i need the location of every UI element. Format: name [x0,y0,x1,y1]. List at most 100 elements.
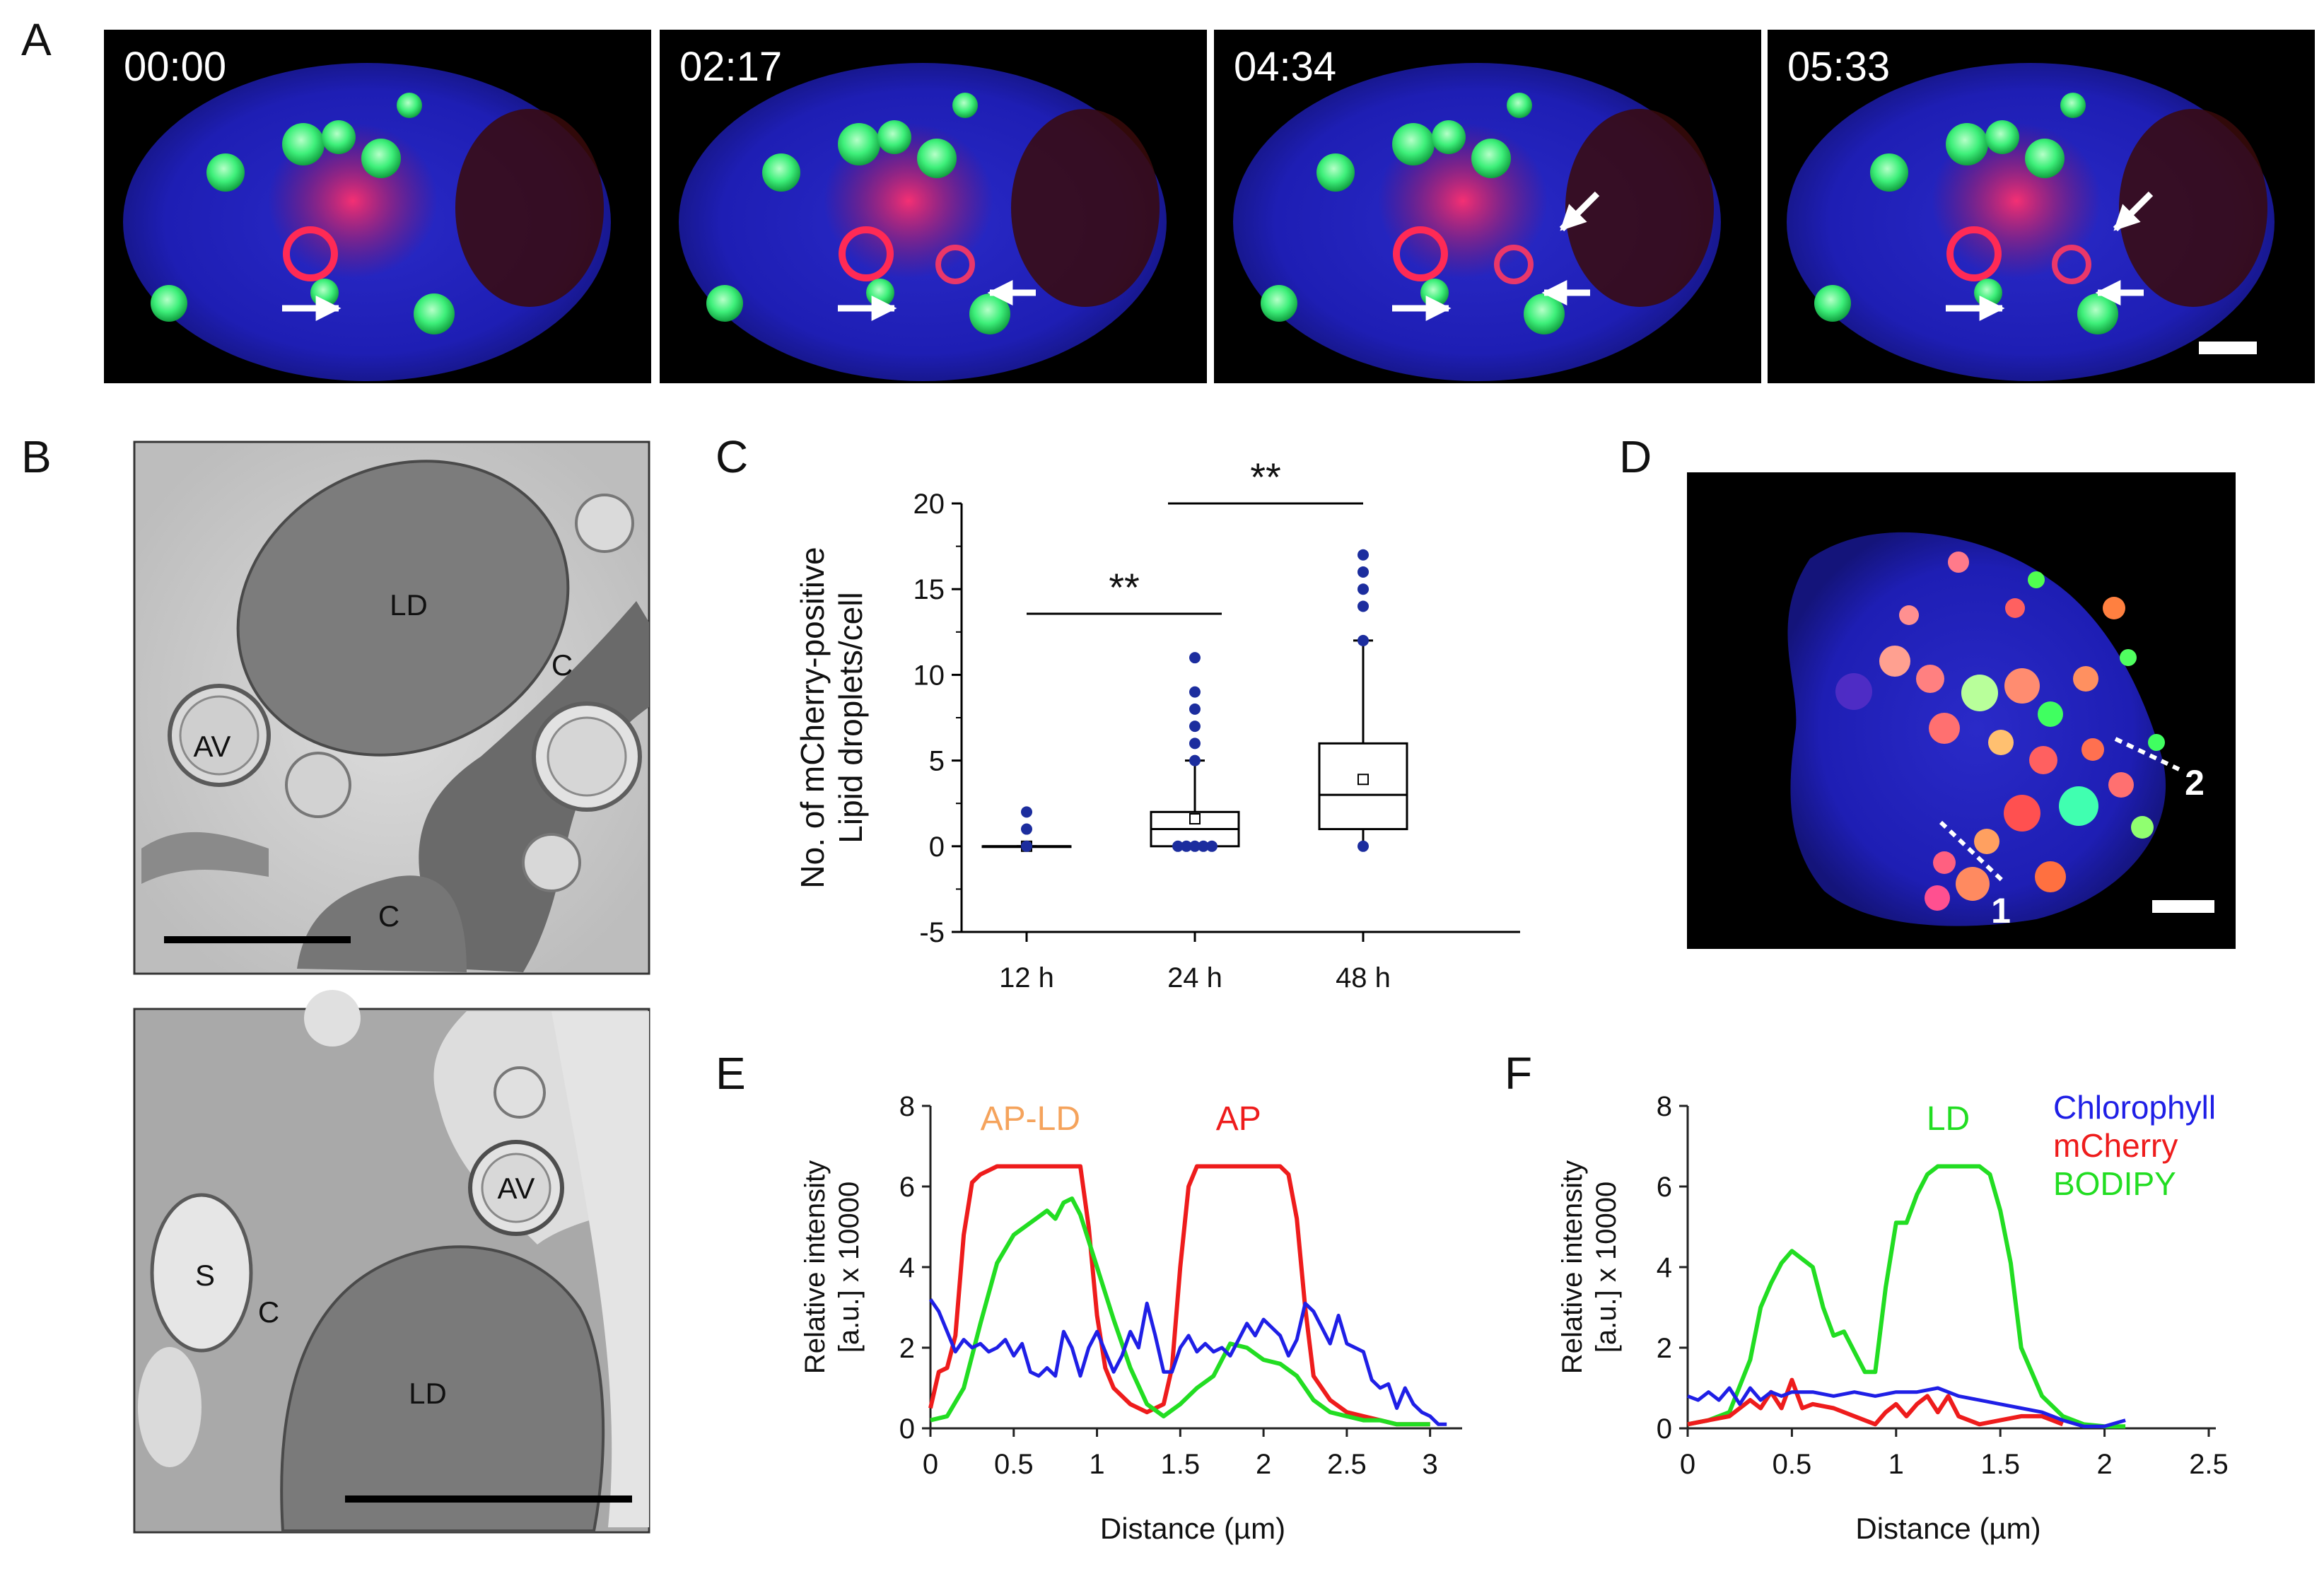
series-line-green [1687,1164,2126,1429]
outlier-point [1021,840,1032,852]
outlier-point [1357,566,1369,578]
autophagosome-ring-2 [1494,245,1534,284]
significance-label: ** [1109,565,1140,610]
line-profile-1 [1939,820,2007,885]
y-tick-label: 4 [1657,1252,1672,1283]
outlier-point [1021,823,1032,835]
outlier-point [1189,652,1201,664]
outlier-point [1206,840,1218,852]
frame-timestamp: 02:17 [679,44,782,90]
lipid-droplet [1814,285,1851,322]
y-axis-label-line2: [a.u.] x 10000 [1591,1182,1622,1353]
annotation-label: LD [1927,1100,1970,1138]
legend-entry: Chlorophyll [2053,1089,2216,1126]
outlier-point [1357,840,1369,852]
lipid-droplet [414,293,455,334]
autophagosome-ring [283,226,338,281]
lipid-droplet [838,123,880,165]
outlier-point [1198,840,1209,852]
chart-e-line-profile: 0 2 4 6 8 0 0.5 1 1.5 2 2.5 3 Distance (µm) Relative … [800,1091,1462,1545]
lipid-droplet [877,120,911,154]
em-bottom-label-av: AV [498,1172,535,1205]
y-tick-label: 6 [1657,1172,1672,1203]
y-tick-label: 5 [929,746,945,777]
lipid-droplet [1974,279,2002,307]
outlier-point [1189,754,1201,766]
lipid-droplet [1985,120,2019,154]
outlier-point [1357,600,1369,612]
arrow-indicator [2113,191,2154,232]
y-tick-label: 10 [913,660,945,691]
x-tick-label: 1.5 [1161,1449,1201,1480]
frame-timestamp: 00:00 [124,44,226,90]
significance-label: ** [1250,455,1281,499]
lipid-droplet [706,285,743,322]
x-tick-label: 0 [923,1449,938,1480]
lipid-droplet [310,279,339,307]
series-line-blue [1687,1386,2126,1428]
y-tick-label: 8 [899,1091,915,1122]
lipid-droplet [1316,153,1355,192]
frame-timestamp: 04:34 [1234,44,1336,90]
box-24h [1150,652,1240,852]
autophagosome-ring [1946,226,2002,281]
outlier-point [1189,686,1201,698]
outlier-point [1357,583,1369,595]
autophagosome-ring [839,226,894,281]
x-axis-label: Distance (µm) [1855,1512,2040,1545]
lipid-droplet [151,285,187,322]
x-tick-label: 2.5 [1327,1449,1367,1480]
outlier-point [1181,840,1192,852]
lipid-droplet [917,139,957,178]
box-iqr [1318,742,1408,831]
box-mean [1357,774,1369,786]
outlier-point [1021,806,1032,818]
panel-label-c: C [716,431,748,482]
x-tick-label: 1.5 [1980,1449,2020,1480]
em-top-label-c1: C [551,648,573,682]
em-bottom-label-c: C [258,1295,279,1329]
x-tick-label: 0.5 [994,1449,1034,1480]
autophagosome-ring-2 [2052,245,2091,284]
chart-f-line-profile: 0 2 4 6 8 0 0.5 1 1.5 2 2.5 Distance (µm) Relative i… [1557,1089,2229,1545]
autophagosome-ring [1393,226,1448,281]
em-lipid-droplet-bottom [280,1245,605,1532]
panel-label-e: E [716,1048,746,1099]
time-lapse-frame-3: 05:33 [1768,30,2315,383]
y-axis-label-line1: Relative intensity [1557,1160,1588,1374]
y-tick-label: 2 [1657,1333,1672,1364]
outlier-point [1357,549,1369,561]
x-tick-label: 2.5 [2189,1449,2229,1480]
y-tick-label: 4 [899,1252,915,1283]
outlier-point [1172,840,1184,852]
x-tick-label: 0 [1680,1449,1695,1480]
legend-entry: mCherry [2053,1127,2178,1164]
lipid-droplet [1420,279,1449,307]
lipid-droplet [762,153,800,192]
outlier-point [1189,737,1201,750]
y-axis-label-line2: [a.u.] x 10000 [834,1182,865,1353]
lipid-droplet [322,120,356,154]
y-tick-label: 15 [913,574,945,605]
panel-b-em-bottom: AV S C LD [133,990,650,1534]
lipid-droplet [1946,123,1988,165]
cytoplasm-region [2119,109,2267,307]
annotation-label: AP-LD [981,1100,1080,1138]
box-48h [1318,549,1408,852]
outlier-point [1189,703,1201,715]
lipid-droplet [969,293,1010,334]
lipid-droplet [1392,123,1435,165]
em-top-label-ld: LD [390,588,428,622]
y-tick-label: 0 [899,1413,915,1445]
line-profile-1-label: 1 [1991,891,2011,931]
lipid-droplet [282,123,325,165]
chart-c-boxplot: -5 0 5 10 15 20 No. of mCherry-positive Lipid d… [794,455,1520,993]
panel-label-b: B [21,431,52,482]
panel-label-d: D [1619,431,1652,482]
autophagosome-ring-2 [935,245,975,284]
lipid-droplet [1471,139,1511,178]
series-line-red [1687,1377,2064,1427]
lipid-droplet [2025,139,2065,178]
y-tick-label: 0 [1657,1413,1672,1445]
